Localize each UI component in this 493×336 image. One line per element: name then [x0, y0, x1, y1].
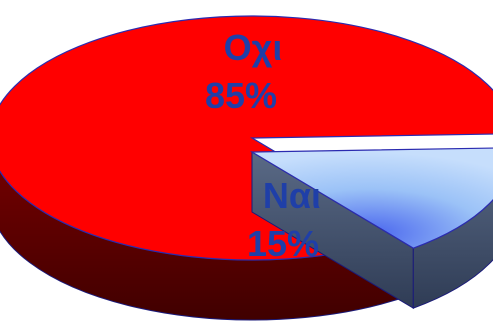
slice-label-nai: Ναι [263, 175, 321, 216]
slice-nai [249, 147, 493, 249]
slice-value-oxi: 85% [205, 75, 277, 116]
slice-oxi [0, 15, 493, 261]
slice-value-nai: 15% [247, 223, 319, 264]
slice-nai-side [412, 199, 493, 309]
slice-label-oxi: Οχι [224, 27, 283, 68]
